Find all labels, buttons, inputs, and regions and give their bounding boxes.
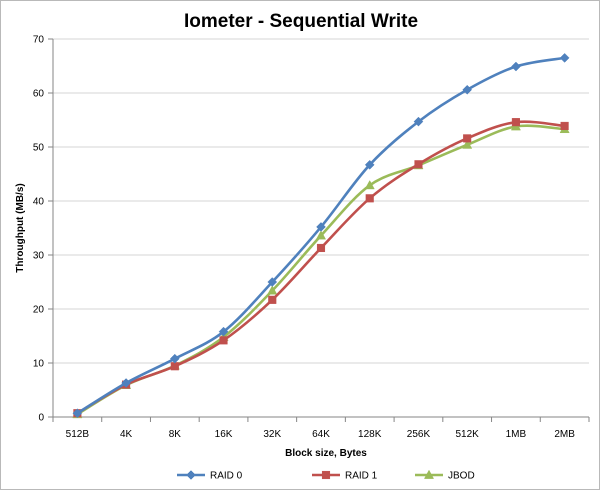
y-tick-label: 0 [38, 413, 44, 424]
data-point [365, 194, 374, 203]
y-tick-label: 60 [33, 89, 45, 100]
legend-item: RAID 1 [312, 471, 378, 482]
data-point [321, 470, 331, 480]
legend: RAID 0 RAID 1 JBOD [177, 469, 475, 482]
data-point [463, 134, 472, 143]
data-point [559, 53, 570, 63]
x-tick-label: 2MB [554, 429, 575, 440]
data-point [186, 470, 196, 480]
legend-item: RAID 0 [177, 470, 243, 482]
gridlines [53, 38, 589, 364]
data-point [423, 469, 435, 479]
data-point [169, 353, 180, 364]
data-point [267, 277, 278, 287]
data-point [121, 378, 131, 388]
x-axis-title: Block size, Bytes [285, 448, 367, 459]
data-point [462, 84, 473, 95]
data-point [364, 180, 375, 190]
data-point [364, 159, 375, 170]
axes: 0 10 20 30 40 50 60 70 512B 4K 8K 16K 32K 64K 128K 256K… [33, 35, 590, 440]
data-point [170, 362, 179, 371]
legend-label: RAID 0 [210, 471, 243, 482]
data-point [218, 326, 229, 337]
x-tick-label: 512B [66, 429, 90, 440]
chart-title: Iometer - Sequential Write [184, 11, 418, 32]
y-tick-label: 30 [33, 251, 45, 262]
data-point [72, 408, 83, 419]
legend-item: JBOD [415, 469, 475, 482]
y-tick-label: 20 [33, 305, 45, 316]
x-tick-label: 16K [215, 429, 233, 440]
x-tick-label: 512K [456, 429, 480, 440]
data-point [413, 116, 424, 127]
data-point [316, 222, 326, 232]
data-point [268, 295, 277, 304]
x-tick-label: 64K [312, 429, 330, 440]
data-point [315, 230, 327, 240]
x-tick-label: 256K [407, 429, 431, 440]
x-tick-label: 1MB [506, 429, 527, 440]
x-tick-label: 128K [358, 429, 382, 440]
y-axis-title: Throughput (MB/s) [15, 183, 26, 272]
x-tick-label: 8K [169, 429, 182, 440]
y-tick-label: 10 [33, 359, 45, 370]
x-tick-label: 4K [120, 429, 133, 440]
series-raid-0 [72, 53, 570, 419]
data-point [462, 139, 473, 149]
data-point [511, 61, 521, 72]
data-point [316, 243, 326, 253]
y-tick-label: 40 [33, 197, 45, 208]
x-tick-label: 32K [263, 429, 281, 440]
legend-label: JBOD [448, 471, 475, 482]
series-layer [72, 53, 570, 419]
data-point [414, 160, 423, 169]
legend-label: RAID 1 [345, 471, 378, 482]
y-tick-label: 70 [33, 35, 45, 46]
data-point [511, 118, 520, 127]
y-tick-label: 50 [33, 143, 45, 154]
data-point [560, 121, 569, 130]
data-point [219, 336, 228, 345]
data-point [267, 285, 278, 295]
